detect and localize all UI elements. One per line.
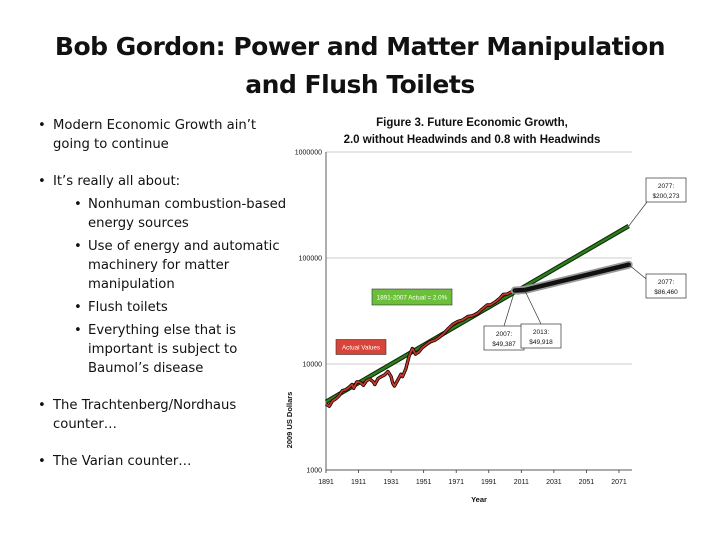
box-2013-year: 2013: (533, 329, 549, 336)
bullet-varian: The Varian counter… (38, 452, 288, 471)
actual-values-label: Actual Values (342, 344, 380, 351)
box-2007-year: 2007: (496, 331, 512, 338)
y-axis-label: 2009 US Dollars (285, 392, 294, 449)
green-trend-label-box (371, 288, 453, 306)
box-2013-value: $49,918 (529, 339, 553, 346)
y-tick-label: 1000000 (295, 150, 322, 157)
actual-values-label-box (335, 339, 387, 355)
sub-bullet-baumol: Everything else that is important is sub… (74, 321, 288, 378)
actual-values-line (325, 289, 526, 408)
sub-bullet-flush-toilets: Flush toilets (74, 298, 288, 317)
y-tick-label: 100000 (299, 256, 322, 263)
slide-title-line-1: Bob Gordon: Power and Matter Manipulatio… (54, 32, 666, 61)
leader-2007 (503, 290, 516, 327)
green-trend-label: 1891-2007 Actual = 2.0% (377, 294, 448, 301)
box-2077-high-year: 2077: (658, 183, 674, 190)
box-2007-box (483, 325, 525, 351)
box-2013-box (520, 323, 562, 349)
x-tick-label: 2051 (579, 479, 595, 486)
chart-title-line-2: 2.0 without Headwinds and 0.8 with Headw… (344, 134, 601, 146)
x-tick-label: 1931 (383, 479, 399, 486)
x-tick-label: 2011 (514, 479, 529, 486)
x-tick-label: 1971 (448, 479, 464, 486)
bullet-all-about: It’s really all about: (38, 172, 288, 191)
box-2077-low-value: $86,460 (654, 289, 678, 296)
x-tick-label: 1911 (351, 479, 366, 486)
x-tick-label: 2071 (611, 479, 627, 486)
bullet-list: Modern Economic Growth ain’t going to co… (38, 116, 288, 471)
bullet-growth: Modern Economic Growth ain’t going to co… (38, 116, 288, 154)
box-2077-high-value: $200,273 (652, 193, 679, 200)
y-tick-label: 1000 (306, 468, 322, 475)
box-2077-high-box (645, 177, 687, 203)
box-2077-low-year: 2077: (658, 279, 674, 286)
x-tick-label: 1951 (416, 479, 432, 486)
sub-bullet-combustion: Nonhuman combustion-based energy sources (74, 195, 288, 233)
growth-chart: Figure 3. Future Economic Growth, 2.0 wi… (285, 117, 687, 504)
chart-title-line-1: Figure 3. Future Economic Growth, (376, 117, 568, 129)
leader-2077-high (628, 197, 651, 227)
x-axis-label: Year (471, 495, 487, 504)
box-2007-value: $49,387 (492, 341, 516, 348)
slide-title-line-2: and Flush Toilets (245, 70, 475, 99)
x-tick-label: 2031 (546, 479, 562, 486)
x-tick-label: 1991 (481, 479, 497, 486)
box-2077-low-box (645, 273, 687, 299)
headwinds-projection-line (512, 262, 631, 293)
x-tick-label: 1891 (318, 479, 334, 486)
y-tick-label: 10000 (303, 362, 323, 369)
bullet-trachtenberg: The Trachtenberg/Nordhaus counter… (38, 396, 288, 434)
sub-bullet-machinery: Use of energy and automatic machinery fo… (74, 237, 288, 294)
slide-title: Bob Gordon: Power and Matter Manipulatio… (0, 28, 720, 104)
leader-2013 (524, 289, 542, 325)
